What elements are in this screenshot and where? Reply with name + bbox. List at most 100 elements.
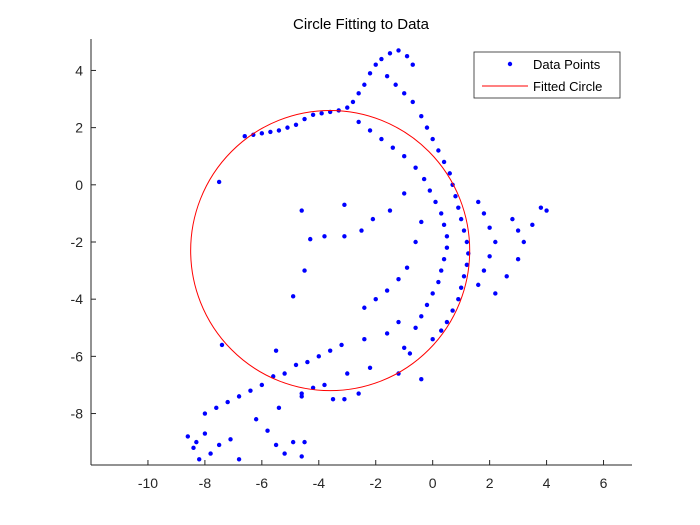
data-point xyxy=(302,268,307,273)
data-point xyxy=(330,397,336,402)
data-point xyxy=(356,91,361,96)
data-point xyxy=(456,296,461,302)
data-point xyxy=(456,205,461,210)
data-point xyxy=(259,131,265,136)
data-point xyxy=(384,288,390,293)
data-point xyxy=(413,239,418,245)
data-point xyxy=(379,136,384,142)
data-point xyxy=(441,256,447,262)
data-point xyxy=(538,205,544,210)
data-point xyxy=(441,159,447,165)
data-point xyxy=(342,202,347,208)
data-point xyxy=(504,274,509,279)
legend-label-data-points: Data Points xyxy=(533,57,601,72)
x-tick-label: 4 xyxy=(543,475,551,491)
data-point xyxy=(384,73,390,79)
data-point xyxy=(379,56,384,62)
y-tick-label: -4 xyxy=(71,291,84,307)
plot-area: -10 -8 -6 -4 -2 0 2 4 6 -8 -6 -4 -2 0 2 4 xyxy=(71,39,632,491)
data-point xyxy=(404,265,410,270)
data-point xyxy=(253,417,259,422)
data-point xyxy=(393,82,398,87)
data-point xyxy=(319,111,324,116)
legend: Data Points Fitted Circle xyxy=(473,51,621,99)
data-point xyxy=(493,239,498,245)
data-point xyxy=(530,222,535,228)
data-point xyxy=(214,405,219,411)
data-point xyxy=(367,71,373,76)
data-point xyxy=(265,428,270,433)
data-point xyxy=(373,62,378,67)
data-point xyxy=(458,285,464,290)
data-point xyxy=(273,348,279,353)
data-point xyxy=(396,276,401,282)
data-point xyxy=(276,405,282,411)
data-point xyxy=(316,354,321,359)
data-point xyxy=(387,51,393,56)
data-point xyxy=(402,345,407,350)
x-tick-label: -10 xyxy=(138,475,158,491)
data-point xyxy=(419,377,424,382)
x-tick-label: -6 xyxy=(256,475,269,491)
data-point xyxy=(453,194,458,199)
data-point xyxy=(464,262,470,268)
x-ticks: -10 -8 -6 -4 -2 0 2 4 6 xyxy=(138,460,608,491)
data-points-layer xyxy=(185,48,549,462)
data-point xyxy=(464,239,470,245)
data-point xyxy=(430,337,435,342)
legend-label-fitted-circle: Fitted Circle xyxy=(533,79,602,94)
y-tick-label: -8 xyxy=(71,406,84,422)
data-point xyxy=(208,451,213,456)
data-point xyxy=(310,112,316,117)
data-point xyxy=(251,132,256,137)
data-point xyxy=(447,171,452,176)
data-point xyxy=(430,136,435,142)
x-tick-label: 6 xyxy=(600,475,608,491)
data-point xyxy=(515,228,521,233)
data-point xyxy=(342,234,347,239)
data-point xyxy=(236,457,242,462)
data-point xyxy=(476,282,481,288)
fitted-circle-layer xyxy=(190,109,471,392)
data-point xyxy=(202,431,208,436)
data-point xyxy=(493,291,498,296)
data-point xyxy=(342,397,347,402)
data-point xyxy=(419,219,424,225)
data-point xyxy=(427,188,433,193)
data-point xyxy=(282,371,287,376)
data-point xyxy=(421,176,427,182)
data-point xyxy=(521,239,526,245)
fitted-circle-line xyxy=(190,109,471,392)
axes-background xyxy=(91,39,632,465)
data-point xyxy=(439,211,444,216)
data-point xyxy=(458,216,464,222)
data-point xyxy=(439,328,444,333)
data-point xyxy=(419,113,424,119)
data-point xyxy=(461,228,467,233)
data-point xyxy=(290,294,296,299)
data-point xyxy=(308,236,313,242)
data-point xyxy=(327,348,333,353)
data-point xyxy=(413,165,418,170)
data-point xyxy=(387,208,393,213)
data-point xyxy=(194,439,199,445)
data-point xyxy=(402,91,407,96)
data-point xyxy=(302,439,307,445)
data-point xyxy=(185,434,191,439)
data-point xyxy=(444,319,450,325)
data-point xyxy=(407,351,413,356)
data-point xyxy=(404,53,410,59)
data-point xyxy=(356,391,361,396)
x-tick-label: 0 xyxy=(429,475,437,491)
data-point xyxy=(285,125,290,130)
data-point xyxy=(362,305,367,310)
data-point xyxy=(248,388,253,393)
x-tick-label: -8 xyxy=(199,475,212,491)
data-point xyxy=(430,291,435,296)
data-point xyxy=(276,128,282,133)
data-point xyxy=(268,129,273,135)
legend-marker-data-points xyxy=(507,61,513,67)
data-point xyxy=(339,342,344,348)
data-point xyxy=(370,216,376,222)
chart-title: Circle Fitting to Data xyxy=(293,16,430,33)
